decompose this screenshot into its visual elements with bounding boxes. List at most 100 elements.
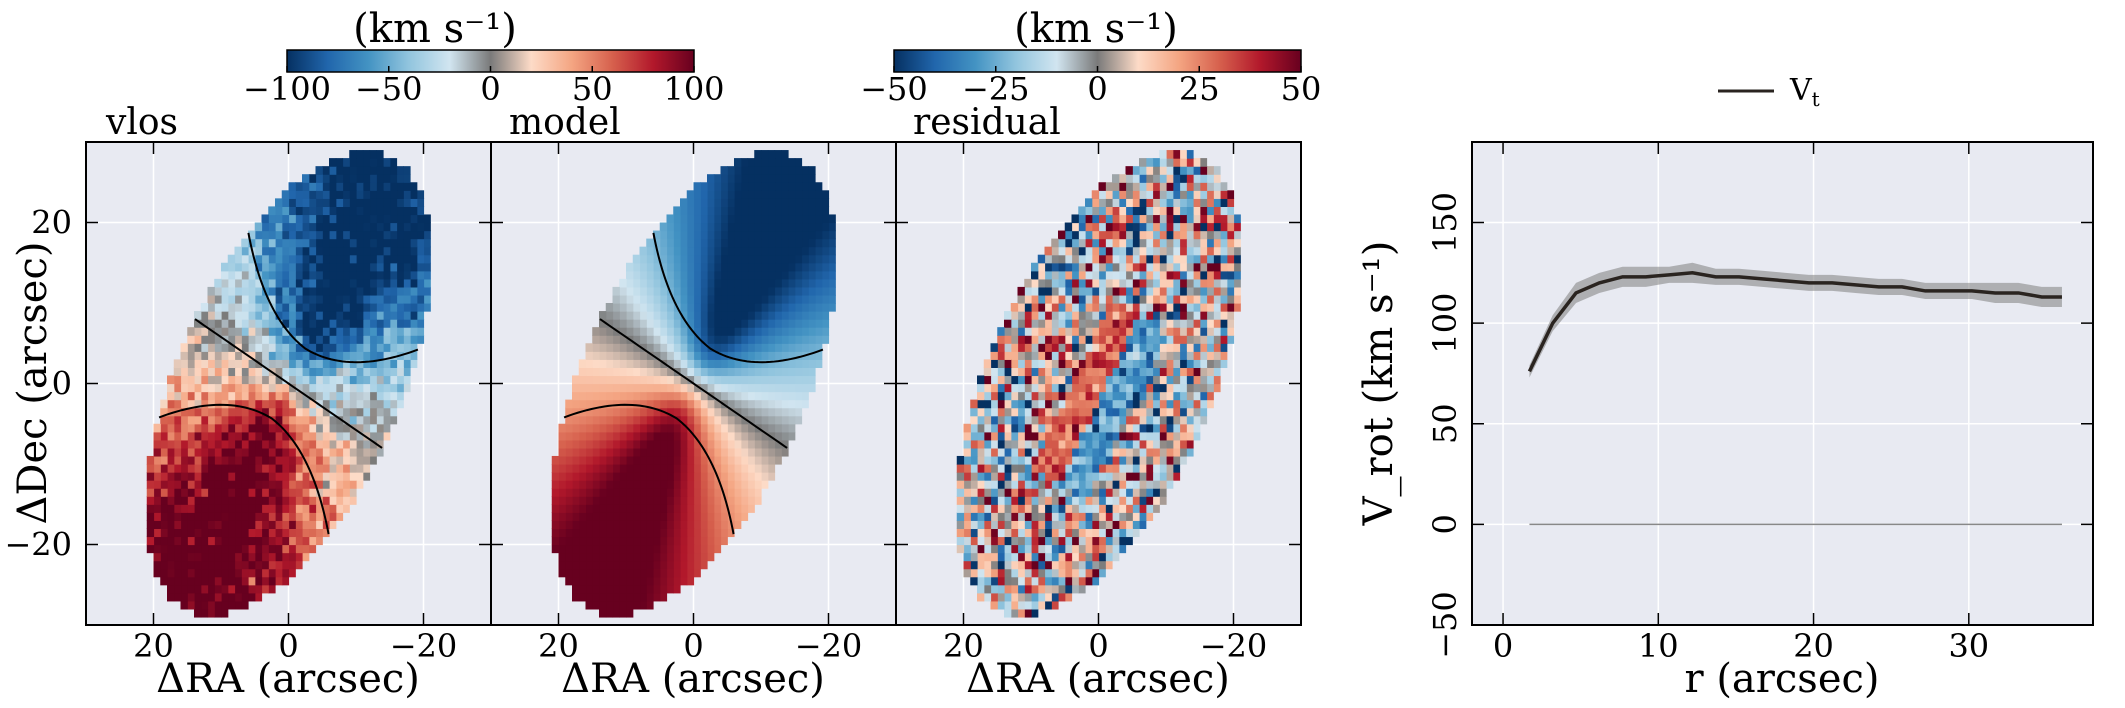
map-pixel <box>248 480 256 489</box>
map-pixel <box>1091 520 1100 529</box>
map-pixel <box>740 311 749 320</box>
map-pixel <box>302 343 310 352</box>
map-pixel <box>403 359 411 368</box>
map-pixel <box>781 294 789 304</box>
map-pixel <box>1132 214 1140 224</box>
map-pixel <box>781 367 789 377</box>
map-pixel <box>794 166 803 175</box>
map-pixel <box>241 254 249 264</box>
map-pixel <box>376 222 384 232</box>
map-pixel <box>605 439 614 449</box>
map-pixel <box>1179 182 1187 191</box>
map-pixel <box>774 359 782 368</box>
map-pixel <box>281 214 290 224</box>
map-pixel <box>1125 399 1133 409</box>
map-pixel <box>808 262 816 272</box>
map-pixel <box>639 383 647 393</box>
map-pixel <box>302 512 310 521</box>
map-pixel <box>254 367 263 377</box>
map-pixel <box>1139 198 1147 207</box>
map-pixel <box>362 294 371 304</box>
map-pixel <box>275 431 283 441</box>
map-pixel <box>1118 230 1127 240</box>
map-pixel <box>207 439 215 449</box>
map-pixel <box>329 190 337 199</box>
map-pixel <box>227 576 236 586</box>
map-pixel <box>794 351 803 360</box>
map-pixel <box>977 504 985 513</box>
map-pixel <box>173 528 182 538</box>
map-pixel <box>315 367 323 377</box>
map-pixel <box>1024 303 1032 312</box>
map-pixel <box>416 206 425 216</box>
map-pixel <box>180 536 188 546</box>
map-pixel <box>977 560 985 570</box>
map-pixel <box>686 254 695 264</box>
map-pixel <box>234 351 242 360</box>
map-pixel <box>801 198 809 207</box>
map-pixel <box>761 222 769 232</box>
map-pixel <box>1017 439 1025 449</box>
map-pixel <box>970 439 978 449</box>
map-pixel <box>1105 447 1113 457</box>
map-pixel <box>1172 286 1181 296</box>
map-pixel <box>1051 407 1059 417</box>
map-pixel <box>680 552 688 562</box>
map-pixel <box>1193 182 1201 191</box>
map-pixel <box>214 303 222 312</box>
map-pixel <box>349 319 357 328</box>
map-pixel <box>1017 584 1025 594</box>
map-pixel <box>288 286 296 296</box>
map-pixel <box>605 423 614 433</box>
map-pixel <box>619 600 627 610</box>
map-pixel <box>356 254 364 264</box>
map-pixel <box>167 592 175 602</box>
map-pixel <box>720 431 728 441</box>
map-pixel <box>605 431 614 441</box>
map-pixel <box>747 335 755 344</box>
map-pixel <box>1085 335 1093 344</box>
map-pixel <box>234 383 242 393</box>
map-pixel <box>815 286 823 296</box>
map-pixel <box>794 222 803 232</box>
map-pixel <box>605 544 614 554</box>
map-pixel <box>1024 464 1032 473</box>
map-pixel <box>1017 520 1025 529</box>
map-pixel <box>227 286 236 296</box>
map-pixel <box>234 431 242 441</box>
map-pixel <box>1105 520 1113 529</box>
map-pixel <box>754 294 762 304</box>
map-pixel <box>747 504 755 513</box>
map-pixel <box>639 455 647 465</box>
map-pixel <box>1233 246 1241 256</box>
map-pixel <box>788 311 796 320</box>
map-pixel <box>1051 278 1059 288</box>
map-pixel <box>727 464 735 473</box>
map-pixel <box>794 343 803 352</box>
map-pixel <box>335 496 344 505</box>
map-pixel <box>1064 560 1073 570</box>
map-pixel <box>207 327 215 336</box>
map-pixel <box>646 327 654 336</box>
map-pixel <box>693 327 701 336</box>
map-pixel <box>248 278 256 288</box>
map-pixel <box>1064 238 1073 248</box>
map-pixel <box>362 262 371 272</box>
map-pixel <box>396 375 404 385</box>
map-pixel <box>693 303 701 312</box>
map-pixel <box>720 407 728 417</box>
map-pixel <box>680 198 688 207</box>
map-pixel <box>1071 415 1079 425</box>
map-pixel <box>200 367 209 377</box>
map-pixel <box>740 327 749 336</box>
map-pixel <box>1125 166 1133 175</box>
map-pixel <box>153 423 161 433</box>
map-pixel <box>329 399 337 409</box>
map-pixel <box>599 351 607 360</box>
map-pixel <box>720 286 728 296</box>
map-pixel <box>599 335 607 344</box>
map-pixel <box>241 399 249 409</box>
map-pixel <box>686 190 695 199</box>
map-pixel <box>275 391 283 401</box>
map-pixel <box>747 286 755 296</box>
